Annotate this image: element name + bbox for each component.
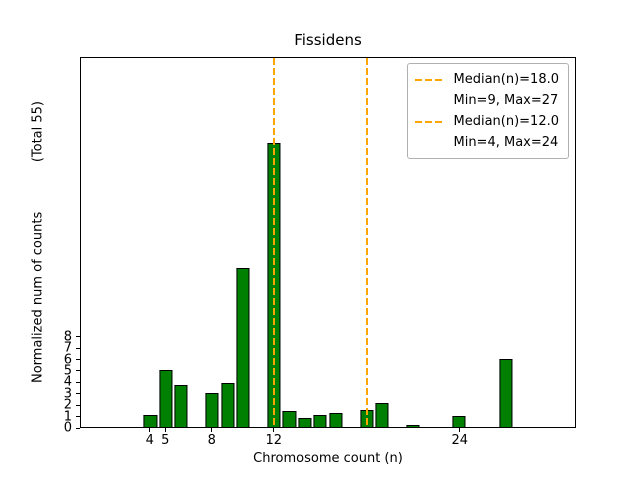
median-line-18 bbox=[365, 58, 368, 427]
legend-entry-1-sub: Min=9, Max=27 bbox=[415, 90, 559, 111]
y-tick-2 bbox=[76, 404, 80, 406]
x-tick-label-4: 4 bbox=[145, 433, 154, 448]
x-tick-label-8: 8 bbox=[207, 433, 216, 448]
legend-spacer bbox=[415, 142, 445, 144]
bar-n-27 bbox=[498, 358, 513, 427]
bar-n-13 bbox=[282, 411, 296, 427]
bar-n-6 bbox=[174, 385, 188, 427]
y-tick-6 bbox=[76, 359, 80, 360]
x-axis-label: Chromosome count (n) bbox=[253, 451, 403, 466]
bar-n-9 bbox=[221, 382, 235, 427]
y-tick-label-8: 8 bbox=[63, 329, 72, 345]
legend-spacer bbox=[415, 100, 445, 102]
legend-entry-2: Median(n)=12.0 bbox=[415, 111, 559, 132]
y-tick-label-4: 4 bbox=[63, 374, 72, 390]
bar-n-5 bbox=[159, 370, 173, 427]
bar-n-4 bbox=[143, 414, 158, 427]
bar-n-15 bbox=[313, 414, 327, 427]
dashed-line-swatch bbox=[415, 120, 446, 123]
y-tick-label-6: 6 bbox=[63, 352, 72, 367]
y-tick-label-5: 5 bbox=[63, 363, 72, 379]
x-tick-8 bbox=[211, 428, 213, 432]
legend-entry-2-sub: Min=4, Max=24 bbox=[415, 132, 559, 153]
x-tick-12 bbox=[273, 428, 275, 432]
y-tick-label-1: 1 bbox=[63, 409, 72, 425]
y-tick-0 bbox=[76, 427, 80, 429]
x-tick-5 bbox=[164, 428, 166, 432]
bar-n-24 bbox=[452, 415, 466, 427]
x-tick-label-12: 12 bbox=[265, 433, 283, 448]
x-tick-4 bbox=[149, 428, 151, 432]
legend-label-median-12: Median(n)=12.0 bbox=[453, 114, 559, 129]
legend: Median(n)=18.0 Min=9, Max=27 Median(n)=1… bbox=[407, 63, 569, 159]
plot-area: Median(n)=18.0 Min=9, Max=27 Median(n)=1… bbox=[80, 57, 576, 428]
y-tick-8 bbox=[76, 336, 80, 338]
bar-n-21 bbox=[406, 425, 420, 427]
x-tick-label-24: 24 bbox=[451, 433, 469, 448]
y-tick-7 bbox=[76, 347, 80, 349]
y-axis-label: Normalized num of counts (Total 55) bbox=[30, 100, 46, 384]
y-tick-label-7: 7 bbox=[63, 340, 72, 356]
y-tick-1 bbox=[76, 416, 80, 418]
bar-n-14 bbox=[298, 417, 312, 427]
legend-label-minmax-4-24: Min=4, Max=24 bbox=[453, 135, 559, 150]
y-tick-4 bbox=[76, 381, 80, 383]
y-tick-label-0: 0 bbox=[63, 420, 72, 436]
median-line-12 bbox=[272, 58, 275, 427]
bar-n-16 bbox=[329, 413, 343, 427]
y-tick-5 bbox=[76, 370, 80, 372]
bar-n-19 bbox=[375, 403, 389, 427]
x-tick-24 bbox=[459, 428, 461, 432]
y-tick-label-2: 2 bbox=[63, 397, 72, 413]
legend-entry-1: Median(n)=18.0 bbox=[415, 69, 559, 90]
y-tick-3 bbox=[76, 393, 80, 395]
x-tick-label-5: 5 bbox=[161, 433, 170, 448]
chart-title: Fissidens bbox=[294, 31, 362, 49]
bar-n-8 bbox=[205, 392, 219, 427]
y-tick-label-3: 3 bbox=[63, 386, 72, 402]
legend-label-minmax-9-27: Min=9, Max=27 bbox=[453, 93, 559, 108]
legend-label-median-18: Median(n)=18.0 bbox=[453, 72, 559, 87]
bar-n-10 bbox=[236, 268, 250, 427]
dashed-line-swatch bbox=[415, 78, 446, 81]
